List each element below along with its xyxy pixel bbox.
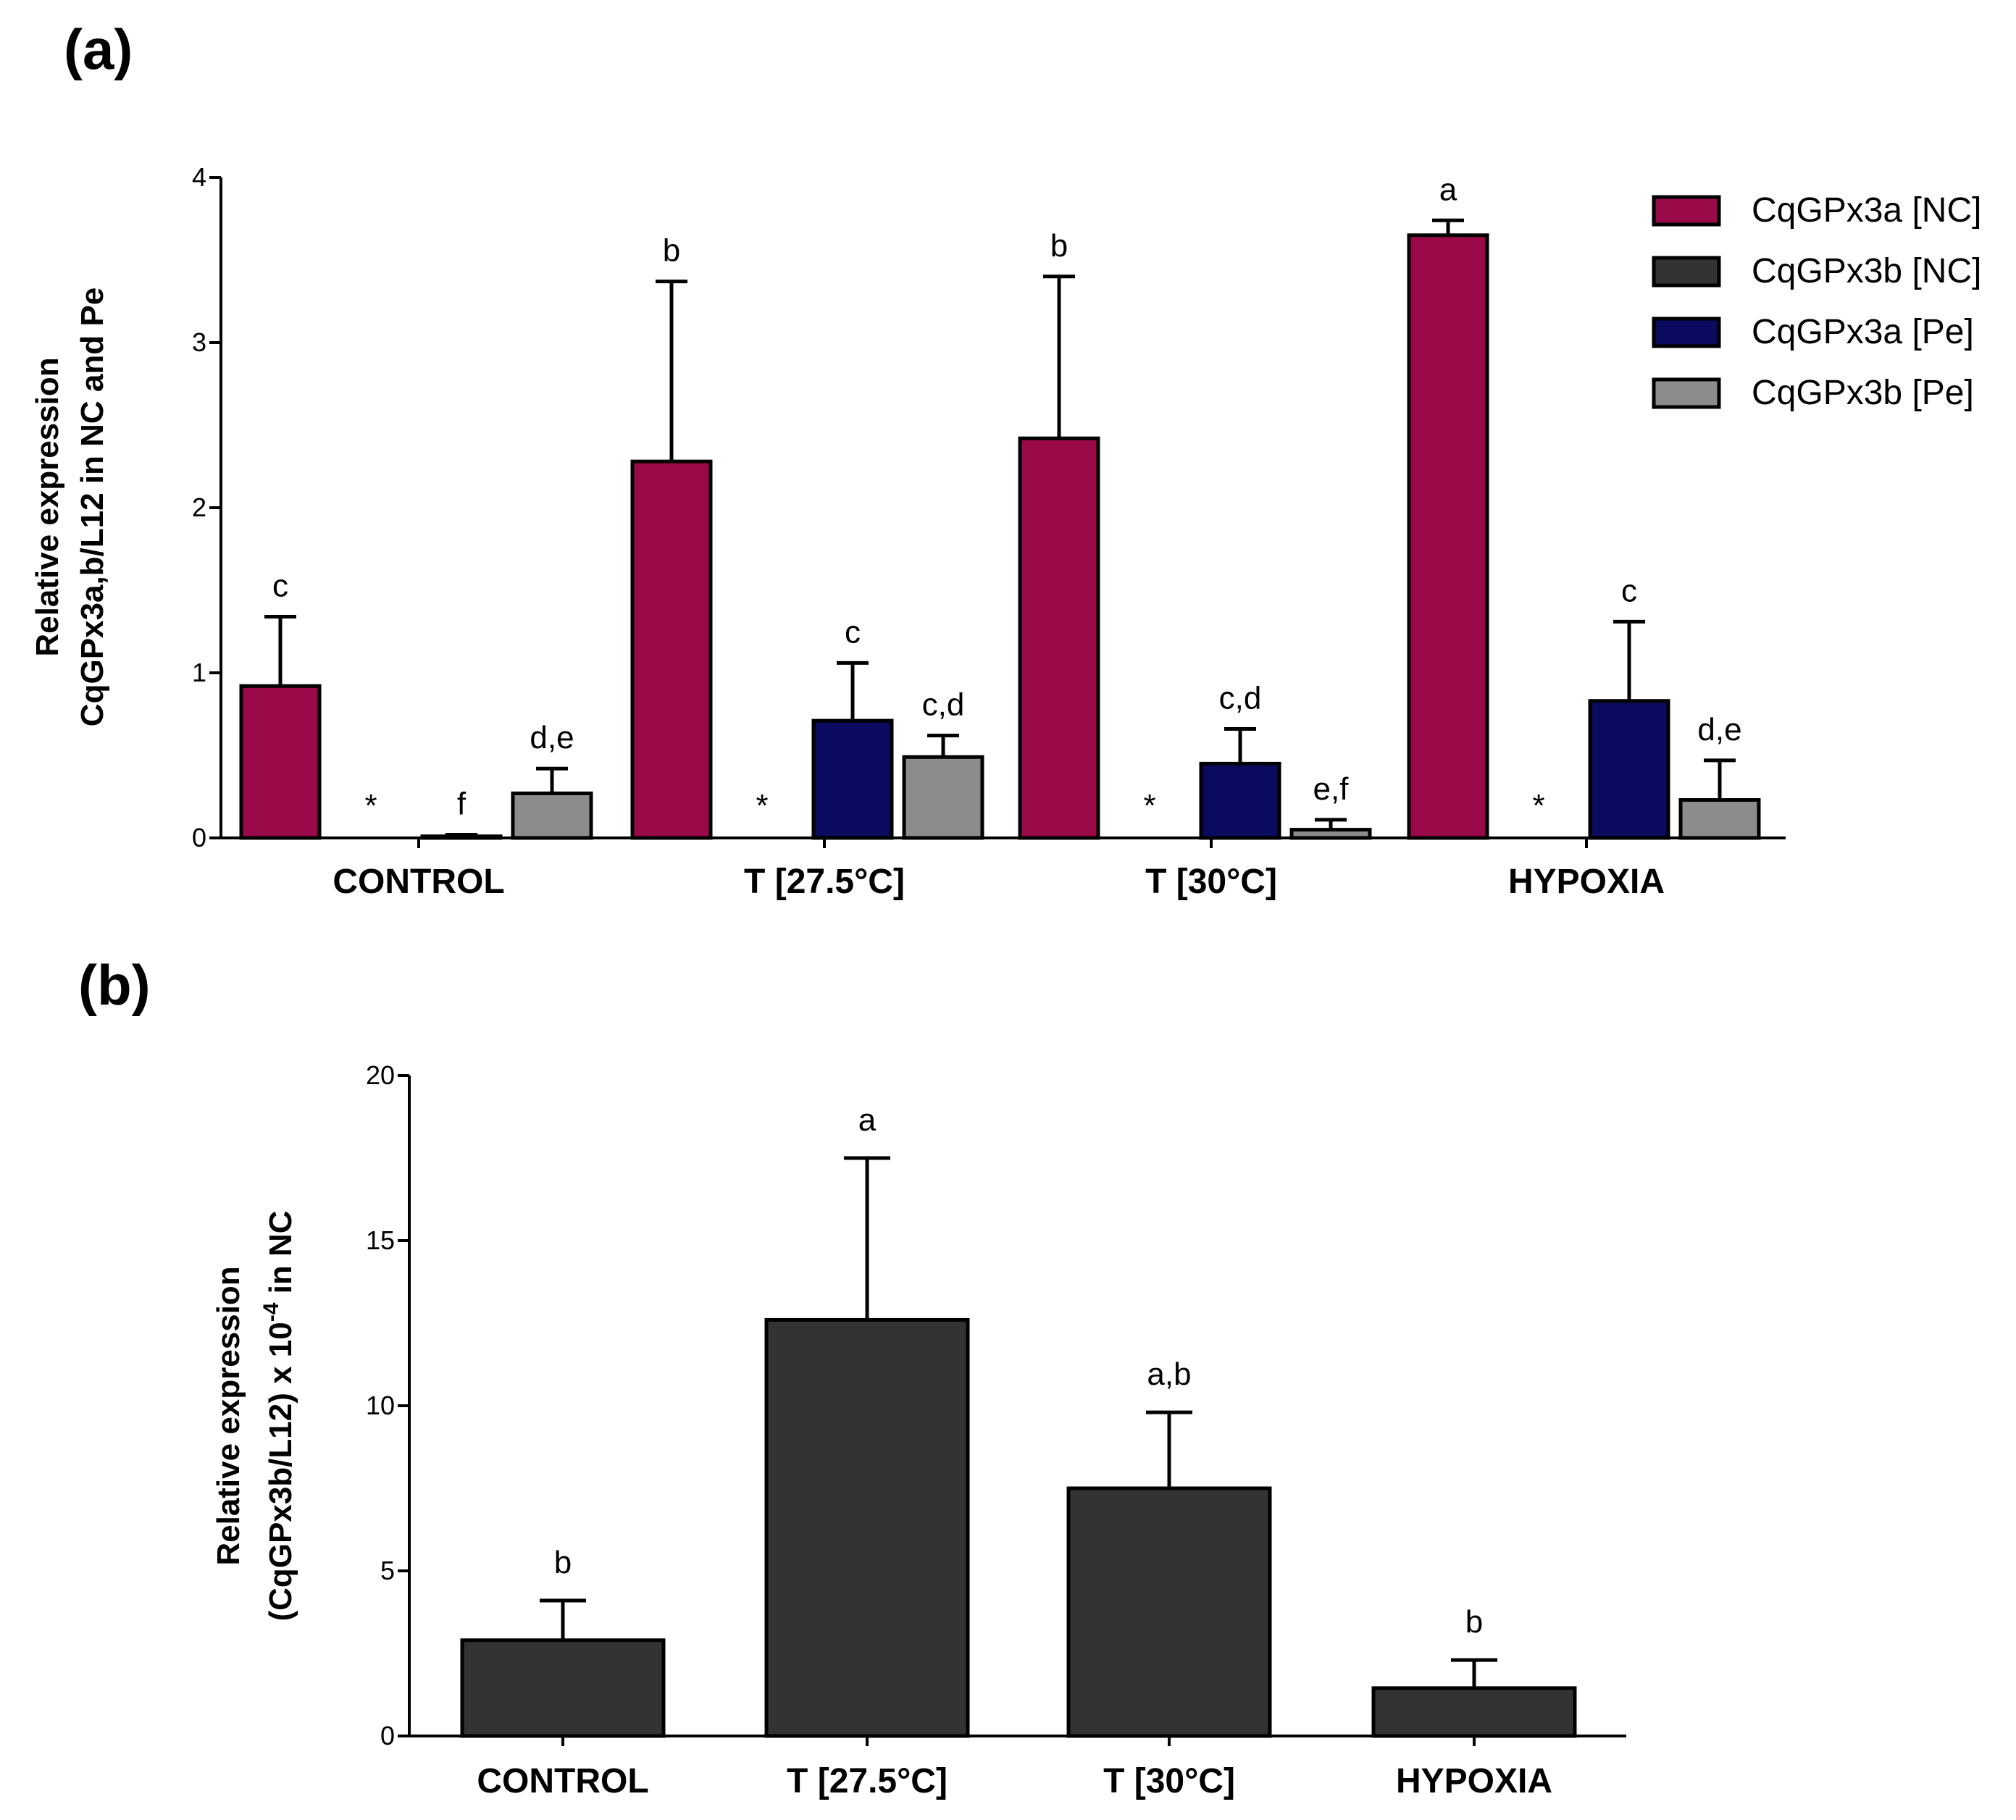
chart-b-bar bbox=[460, 1638, 666, 1738]
chart-a-bar bbox=[1678, 798, 1761, 840]
chart-a-ylabel-line2: CqGPx3a,b/L12 in NC and Pe bbox=[75, 288, 110, 726]
chart-a-significance-label: a bbox=[1439, 172, 1457, 207]
chart-b-ylabel-line1: Relative expression bbox=[211, 1266, 246, 1565]
chart-a-bar bbox=[511, 791, 593, 840]
chart-a-category-label: CONTROL bbox=[332, 863, 504, 901]
chart-b-ylabel-suffix: in NC bbox=[263, 1210, 298, 1302]
panel-a-label: (a) bbox=[64, 17, 133, 81]
chart-a-significance-label: b bbox=[663, 233, 680, 269]
chart-a-bar bbox=[420, 834, 503, 840]
chart-b-significance-label: a bbox=[858, 1102, 877, 1138]
chart-b-bar bbox=[1066, 1486, 1272, 1738]
chart-a-ytick-label: 4 bbox=[192, 162, 206, 192]
chart-b-ylabel-sup: -4 bbox=[259, 1302, 283, 1322]
chart-a-bar bbox=[902, 755, 984, 840]
chart-a-legend-label: CqGPx3a [NC] bbox=[1752, 191, 1981, 230]
chart-a-significance-label: f bbox=[457, 786, 467, 821]
chart-a-significance-label: c bbox=[272, 568, 288, 603]
chart-a-significance-label: c,d bbox=[1219, 681, 1262, 716]
panel-b-label: (b) bbox=[78, 953, 151, 1017]
chart-a-significance-label: c bbox=[1621, 573, 1637, 608]
chart-a-significance-label: * bbox=[756, 788, 768, 823]
chart-a-ytick-label: 0 bbox=[192, 823, 206, 852]
chart-a-significance-label: * bbox=[1532, 788, 1544, 823]
chart-a-significance-label: b bbox=[1050, 228, 1068, 264]
chart-a-significance-label: c,d bbox=[922, 687, 965, 723]
chart-b-bar bbox=[1371, 1686, 1577, 1738]
chart-a-significance-label: c bbox=[845, 614, 861, 650]
chart-a-bar bbox=[630, 459, 713, 840]
chart-b-bar bbox=[764, 1317, 970, 1738]
chart-a: 0 1 2 3 4 CONTROL T [27.5°C] T [30°C] HYPOXIA c b b… bbox=[192, 162, 1981, 901]
chart-a-ytick-label: 1 bbox=[192, 658, 206, 687]
chart-b-ytick-label: 10 bbox=[366, 1391, 395, 1420]
chart-a-category-label: HYPOXIA bbox=[1508, 863, 1665, 901]
chart-a-legend-label: CqGPx3b [NC] bbox=[1752, 252, 1981, 290]
chart-b-significance-label: b bbox=[554, 1545, 572, 1580]
chart-a-category-label: T [30°C] bbox=[1145, 863, 1277, 901]
chart-a-legend-label: CqGPx3b [Pe] bbox=[1752, 374, 1974, 412]
chart-a-significance-label: * bbox=[1143, 788, 1155, 823]
chart-a-bar bbox=[1588, 699, 1670, 840]
chart-a-legend-label: CqGPx3a [Pe] bbox=[1752, 313, 1974, 351]
chart-b-category-label: CONTROL bbox=[477, 1762, 648, 1800]
chart-b-ytick-label: 15 bbox=[366, 1225, 395, 1255]
chart-a-ytick-label: 2 bbox=[192, 492, 206, 522]
chart-a-legend-swatch bbox=[1652, 195, 1721, 227]
chart-a-significance-label: e,f bbox=[1313, 771, 1350, 807]
chart-a-significance-label: d,e bbox=[1697, 712, 1741, 747]
chart-a-significance-label: * bbox=[364, 788, 377, 823]
chart-a-significance-label: d,e bbox=[530, 720, 574, 755]
chart-b-ytick-label: 0 bbox=[380, 1721, 395, 1750]
chart-b: 0 5 10 15 20 b CONTROL a T [27.5°C] a,b T [30°C] b H… bbox=[366, 1060, 1626, 1800]
chart-a-bar bbox=[1018, 436, 1100, 840]
chart-b-category-label: HYPOXIA bbox=[1396, 1762, 1552, 1800]
chart-b-significance-label: a,b bbox=[1147, 1356, 1191, 1392]
chart-b-ytick-label: 20 bbox=[366, 1060, 395, 1090]
chart-a-bar bbox=[1289, 828, 1372, 840]
chart-a-bar bbox=[1407, 233, 1489, 840]
chart-b-ylabel-line2: (CqGPx3b/L12) x 10-4 in NC bbox=[259, 1210, 298, 1621]
chart-a-legend-swatch bbox=[1652, 377, 1721, 409]
chart-a-ytick-label: 3 bbox=[192, 327, 206, 357]
chart-b-significance-label: b bbox=[1465, 1604, 1483, 1640]
chart-b-category-label: T [30°C] bbox=[1103, 1762, 1235, 1800]
chart-b-ytick-label: 5 bbox=[380, 1556, 395, 1585]
chart-b-ylabel-main: (CqGPx3b/L12) x 10 bbox=[263, 1322, 298, 1621]
chart-a-category-label: T [27.5°C] bbox=[744, 863, 905, 901]
chart-a-bar bbox=[811, 718, 894, 840]
chart-a-bar bbox=[1199, 761, 1281, 840]
chart-a-legend-swatch bbox=[1652, 316, 1721, 348]
chart-a-bar bbox=[239, 684, 322, 840]
chart-a-legend-swatch bbox=[1652, 256, 1721, 288]
chart-b-category-label: T [27.5°C] bbox=[787, 1762, 948, 1800]
chart-a-ylabel-line1: Relative expression bbox=[30, 357, 65, 656]
